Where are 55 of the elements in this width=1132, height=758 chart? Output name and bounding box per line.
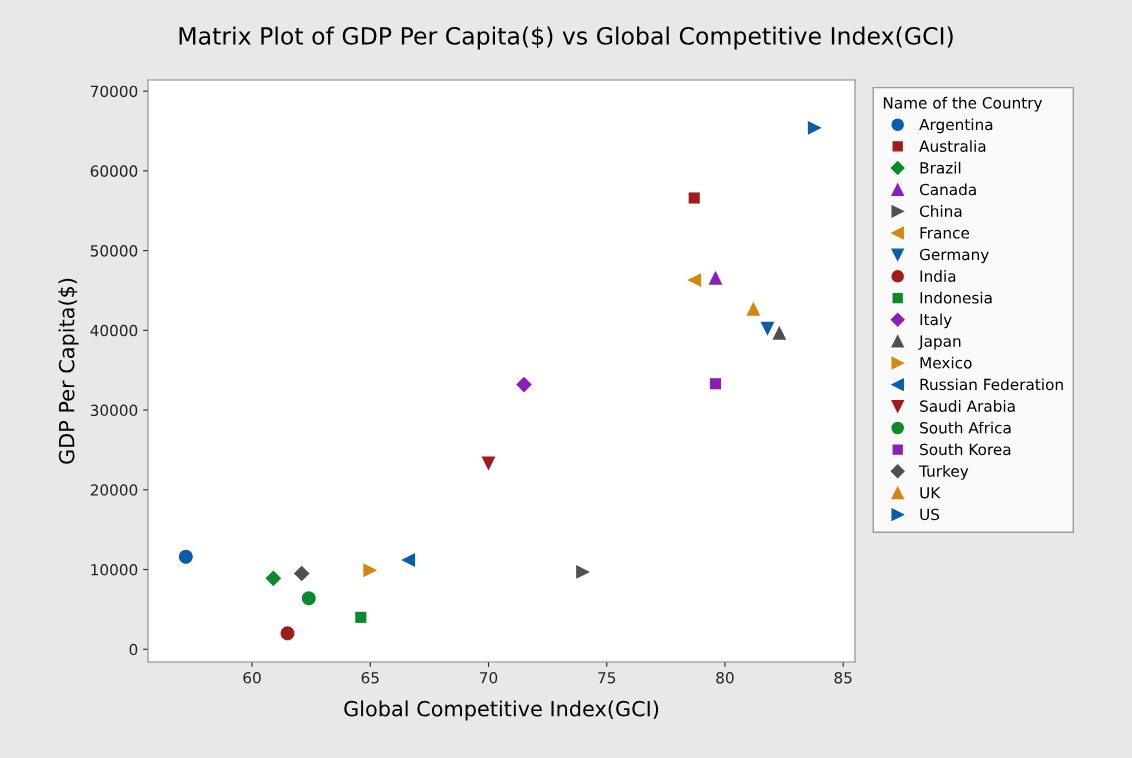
point: [709, 378, 722, 390]
point: [708, 270, 723, 285]
y-tick-label: 40000: [90, 324, 138, 337]
legend-label: India: [920, 270, 956, 282]
legend-label: France: [920, 227, 970, 239]
y-tick-label: 10000: [91, 563, 138, 576]
point: [265, 570, 282, 587]
legend-label: Russian Federation: [920, 378, 1063, 391]
point: [807, 120, 822, 135]
legend-label: US: [920, 508, 940, 521]
x-tick-label: 80: [716, 671, 734, 684]
y-tick-label: 70000: [90, 85, 138, 98]
x-tick-label: 60: [243, 671, 261, 684]
legend-label: Mexico: [920, 356, 972, 369]
legend-label: Argentina: [919, 118, 993, 134]
legend-label: Australia: [919, 140, 986, 152]
legend-label: South Africa: [920, 421, 1011, 434]
point: [576, 564, 591, 579]
x-tick-label: 70: [480, 671, 498, 684]
point: [687, 273, 702, 288]
y-tick-label: 60000: [90, 165, 138, 177]
y-tick-label: 20000: [90, 484, 138, 496]
legend-label: Germany: [919, 248, 989, 264]
y-tick-label: 0: [129, 643, 138, 656]
point: [760, 321, 775, 336]
legend-label: Indonesia: [920, 291, 992, 304]
point: [355, 611, 367, 623]
point: [688, 192, 700, 204]
legend-label: Turkey: [919, 465, 969, 480]
legend-label: China: [919, 205, 962, 217]
y-tick-label: 30000: [90, 404, 138, 417]
point: [516, 376, 532, 393]
legend-label: Brazil: [920, 161, 961, 174]
x-tick-label: 75: [598, 672, 616, 684]
legend-label: Italy: [920, 313, 952, 329]
point: [746, 301, 761, 316]
point: [363, 563, 378, 578]
y-tick-label: 50000: [90, 245, 138, 257]
point: [293, 565, 310, 582]
legend-title: Name of the Country: [883, 96, 1043, 112]
legend-label: Japan: [918, 335, 961, 350]
point: [772, 325, 787, 340]
point: [178, 549, 193, 564]
x-tick-label: 85: [834, 671, 852, 684]
y-axis-title: GDP Per Capita($): [58, 278, 79, 464]
legend-label: UK: [920, 487, 941, 499]
point: [301, 591, 316, 606]
chart-title: Matrix Plot of GDP Per Capita($) vs Global Competitive Index(GCI): [179, 26, 953, 50]
x-tick-label: 65: [361, 671, 379, 684]
point: [280, 626, 295, 641]
point: [401, 553, 416, 567]
x-axis-title: Global Competitive Index(GCI): [344, 700, 659, 721]
legend-label: South Korea: [920, 443, 1011, 456]
legend-label: Canada: [919, 183, 976, 196]
legend-label: Saudi Arabia: [920, 400, 1015, 412]
